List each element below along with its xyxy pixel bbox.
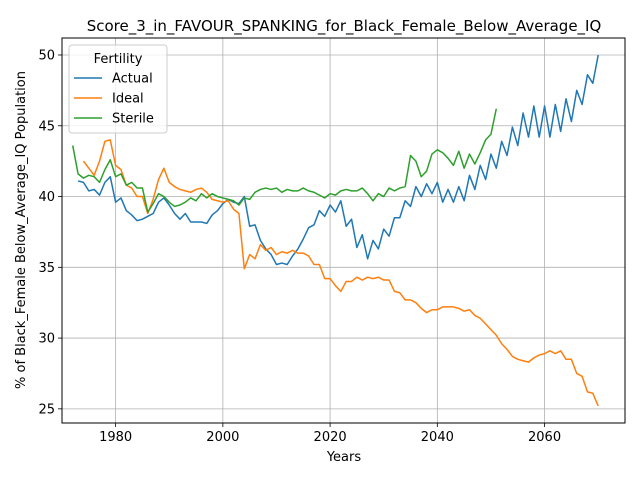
x-axis-label: Years (326, 450, 362, 465)
y-tick-label: 25 (38, 402, 55, 417)
y-tick-label: 35 (38, 261, 55, 276)
x-axis-ticks: 1980 2000 2020 2040 2060 (99, 423, 561, 445)
y-tick-label: 50 (38, 48, 55, 63)
series-line-sterile (71, 108, 498, 213)
x-tick-label: 2020 (314, 430, 347, 445)
plot-frame (61, 37, 626, 424)
legend-box (68, 44, 168, 134)
y-tick-label: 45 (38, 119, 55, 134)
legend-label-ideal: Ideal (112, 92, 144, 107)
legend-label-sterile: Sterile (112, 112, 154, 127)
legend-label-actual: Actual (112, 72, 153, 87)
series-layer (71, 54, 599, 407)
series-line-actual (77, 54, 599, 266)
x-tick-label: 1980 (99, 430, 132, 445)
chart-title: Score_3_in_FAVOUR_SPANKING_for_Black_Fem… (87, 17, 602, 36)
y-axis-ticks: 25 30 35 40 45 50 (38, 48, 62, 417)
x-tick-label: 2040 (421, 430, 454, 445)
series-line-ideal (82, 139, 599, 407)
y-tick-label: 40 (38, 190, 55, 205)
x-tick-label: 2060 (528, 430, 561, 445)
y-tick-label: 30 (38, 332, 55, 347)
legend: Fertility Actual Ideal Sterile (68, 44, 168, 134)
x-tick-label: 2000 (206, 430, 239, 445)
legend-title: Fertility (94, 52, 143, 67)
y-axis-label: % of Black_Female Below_Average_IQ Popul… (14, 71, 29, 389)
